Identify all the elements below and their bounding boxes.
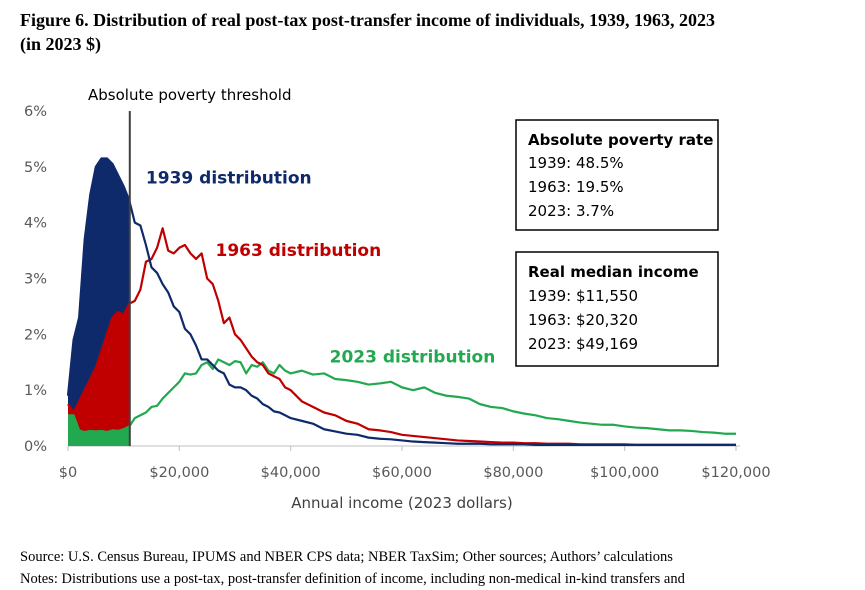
- source-note: Source: U.S. Census Bureau, IPUMS and NB…: [20, 549, 673, 565]
- median-income-1939: 1939: $11,550: [528, 287, 638, 305]
- poverty-rate-1939: 1939: 48.5%: [528, 154, 624, 172]
- median-income-1963: 1963: $20,320: [528, 311, 638, 329]
- poverty-rate-2023: 2023: 3.7%: [528, 202, 614, 220]
- x-axis-title: Annual income (2023 dollars): [291, 494, 512, 512]
- poverty-area-1963: [68, 303, 130, 446]
- x-tick-label: $100,000: [590, 465, 659, 481]
- x-tick-label: $80,000: [483, 465, 543, 481]
- x-tick-label: $40,000: [261, 465, 321, 481]
- x-tick-label: $0: [59, 465, 77, 481]
- x-tick-label: $60,000: [372, 465, 432, 481]
- median-income-box: Real median income 1939: $11,550 1963: $…: [515, 251, 719, 367]
- figure-title-line-2: (in 2023 $): [20, 34, 101, 54]
- series-label-2023: 2023 distribution: [330, 347, 496, 367]
- series-line-2023: [68, 358, 736, 435]
- series-label-1963: 1963 distribution: [216, 241, 382, 261]
- figure-title: Figure 6. Distribution of real post-tax …: [20, 8, 850, 56]
- poverty-rate-box-title: Absolute poverty rate: [528, 131, 713, 149]
- x-tick-label: $20,000: [149, 465, 209, 481]
- y-tick-label: 6%: [24, 104, 47, 120]
- poverty-rate-box-frame: [515, 119, 719, 231]
- series-label-1939: 1939 distribution: [146, 169, 312, 189]
- y-tick-label: 0%: [24, 439, 47, 455]
- tick-label-layer: 0% 1% 2% 3% 4% 5% 6% $0 $20,000 $40,000 $60,000 $80…: [24, 104, 771, 481]
- line-layer: [66, 157, 736, 446]
- threshold-layer: Absolute poverty threshold: [88, 86, 291, 446]
- poverty-rate-box: Absolute poverty rate 1939: 48.5% 1963: …: [515, 119, 719, 231]
- y-tick-label: 2%: [24, 327, 47, 343]
- notes-note: Notes: Distributions use a post-tax, pos…: [20, 571, 685, 587]
- y-tick-label: 5%: [24, 160, 47, 176]
- figure-title-line-1: Figure 6. Distribution of real post-tax …: [20, 10, 716, 30]
- series-line-1939: [66, 157, 736, 446]
- y-tick-label: 3%: [24, 272, 47, 288]
- median-income-box-frame: [515, 251, 719, 367]
- median-income-box-title: Real median income: [528, 263, 699, 281]
- poverty-rate-1963: 1963: 19.5%: [528, 178, 624, 196]
- poverty-area-2023: [68, 415, 130, 446]
- y-tick-label: 4%: [24, 216, 47, 232]
- x-tick-label: $120,000: [701, 465, 770, 481]
- figure-footer: Source: U.S. Census Bureau, IPUMS and NB…: [20, 546, 865, 590]
- fill-layer: [68, 158, 130, 447]
- y-tick-label: 1%: [24, 383, 47, 399]
- poverty-threshold-label: Absolute poverty threshold: [88, 86, 291, 104]
- median-income-2023: 2023: $49,169: [528, 335, 638, 353]
